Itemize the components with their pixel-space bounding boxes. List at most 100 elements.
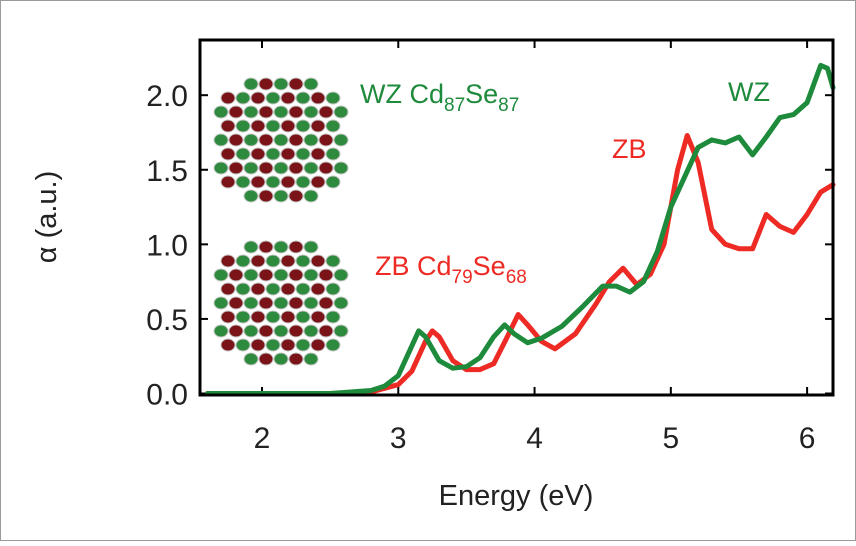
atom xyxy=(214,106,228,118)
atom xyxy=(289,353,303,365)
atom xyxy=(296,148,310,160)
atom xyxy=(214,134,228,146)
atom xyxy=(319,134,333,146)
atom xyxy=(244,353,258,365)
x-tick-label: 5 xyxy=(662,422,679,455)
annotation: ZB xyxy=(612,134,647,164)
atom xyxy=(334,134,348,146)
atom xyxy=(244,162,258,174)
atom xyxy=(251,120,265,132)
y-tick-label: 0.0 xyxy=(146,379,188,412)
y-tick-label: 2.0 xyxy=(146,80,188,113)
atom xyxy=(236,92,250,104)
atom xyxy=(236,148,250,160)
annotation-subscript: 68 xyxy=(506,267,527,288)
atom xyxy=(236,120,250,132)
atom xyxy=(289,106,303,118)
atom xyxy=(289,134,303,146)
atom xyxy=(236,283,250,295)
atom xyxy=(311,176,325,188)
atom xyxy=(311,311,325,323)
atom xyxy=(296,120,310,132)
atom xyxy=(326,311,340,323)
y-tick-label: 1.0 xyxy=(146,229,188,262)
atom xyxy=(311,255,325,267)
atom xyxy=(326,283,340,295)
y-axis-label: α (a.u.) xyxy=(31,171,63,264)
atom xyxy=(244,106,258,118)
atom xyxy=(274,190,288,202)
atom xyxy=(296,311,310,323)
annotation-subscript: 87 xyxy=(444,95,465,116)
annotation-text: Se xyxy=(465,79,498,109)
atom xyxy=(259,162,273,174)
atom xyxy=(214,269,228,281)
atom xyxy=(289,269,303,281)
atom xyxy=(304,241,318,253)
atom xyxy=(274,106,288,118)
atom xyxy=(266,120,280,132)
atom xyxy=(326,176,340,188)
atom xyxy=(251,255,265,267)
atom xyxy=(326,92,340,104)
atom xyxy=(259,78,273,90)
atom xyxy=(229,269,243,281)
atom xyxy=(311,92,325,104)
atom xyxy=(296,176,310,188)
atom xyxy=(229,297,243,309)
atom xyxy=(304,162,318,174)
atom xyxy=(319,297,333,309)
atom xyxy=(274,78,288,90)
atom xyxy=(311,339,325,351)
atom xyxy=(304,134,318,146)
atom xyxy=(266,339,280,351)
atom xyxy=(274,297,288,309)
annotation-text: ZB Cd xyxy=(375,251,452,281)
atom xyxy=(229,106,243,118)
atom xyxy=(289,162,303,174)
atom xyxy=(296,255,310,267)
atom xyxy=(319,162,333,174)
atom xyxy=(244,325,258,337)
annotation-text: Se xyxy=(473,251,506,281)
chart: Energy (eV) α (a.u.) 234560.00.51.01.52.… xyxy=(0,0,856,541)
atom xyxy=(259,190,273,202)
atom xyxy=(274,353,288,365)
atom xyxy=(281,283,295,295)
atom xyxy=(334,269,348,281)
atom xyxy=(266,311,280,323)
atom xyxy=(266,92,280,104)
atom xyxy=(214,297,228,309)
atom xyxy=(319,325,333,337)
y-tick-label: 1.5 xyxy=(146,155,188,188)
structure-inset xyxy=(214,78,348,202)
atom xyxy=(214,325,228,337)
atom xyxy=(281,339,295,351)
atom xyxy=(304,325,318,337)
annotation-subscript: 87 xyxy=(498,95,519,116)
atom xyxy=(326,255,340,267)
atom xyxy=(221,255,235,267)
annotation-subscript: 79 xyxy=(452,267,473,288)
atom xyxy=(281,92,295,104)
atom xyxy=(266,283,280,295)
atom xyxy=(281,255,295,267)
annotation-text: WZ xyxy=(728,77,770,107)
atom xyxy=(244,241,258,253)
atom xyxy=(304,190,318,202)
page: {"chart_data": { "type": "line", "x_labe… xyxy=(0,0,856,541)
atom xyxy=(334,106,348,118)
atom xyxy=(274,162,288,174)
atom xyxy=(221,176,235,188)
atom xyxy=(304,353,318,365)
atom xyxy=(259,134,273,146)
atom xyxy=(221,148,235,160)
atom xyxy=(229,325,243,337)
atom xyxy=(221,311,235,323)
atom xyxy=(259,325,273,337)
atom xyxy=(251,283,265,295)
x-tick-label: 6 xyxy=(799,422,816,455)
atom xyxy=(319,106,333,118)
atom xyxy=(289,241,303,253)
atom xyxy=(259,269,273,281)
